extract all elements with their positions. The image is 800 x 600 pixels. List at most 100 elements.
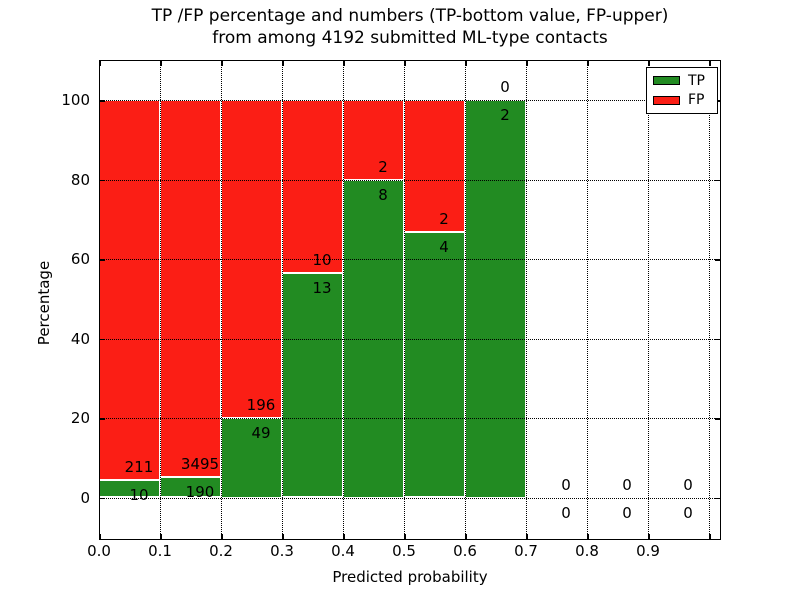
x-tick-label: 0.3	[270, 542, 294, 560]
annotation-fp-count: 3495	[180, 454, 220, 473]
annotation-tp-count: 0	[561, 503, 571, 522]
annotation-fp-count: 0	[683, 475, 693, 494]
y-tick-left	[100, 497, 105, 499]
chart-title: TP /FP percentage and numbers (TP-bottom…	[99, 5, 721, 49]
x-tick-bottom	[465, 534, 467, 539]
annotation-tp-count: 2	[500, 106, 510, 124]
y-tick-left	[100, 100, 105, 102]
y-tick-label: 100	[61, 91, 90, 109]
y-tick-right	[715, 497, 720, 499]
x-tick-top	[160, 61, 162, 66]
annotation-tp-count: 4	[439, 238, 449, 257]
y-tick-right	[715, 418, 720, 420]
x-tick-top	[221, 61, 223, 66]
grid-line-vertical	[526, 60, 527, 540]
grid-line-horizontal	[99, 259, 721, 260]
x-tick-top	[282, 61, 284, 66]
grid-line-horizontal	[99, 338, 721, 340]
x-tick-label: 0.4	[331, 542, 355, 560]
y-axis-label: Percentage	[35, 260, 53, 346]
annotation-fp-count: 196	[246, 396, 276, 414]
x-tick-top	[709, 61, 711, 66]
chart-title-line1: TP /FP percentage and numbers (TP-bottom…	[151, 6, 669, 26]
y-tick-left	[100, 259, 105, 261]
y-tick-label: 80	[70, 170, 90, 189]
legend-swatch-fp	[653, 95, 680, 105]
bar-segment-tp	[282, 272, 343, 498]
y-tick-right	[715, 179, 720, 181]
plot-area: 211 10 3495 190 196 49 10 13 2 8 2 4 0 2 0 0 0 0 0 0	[99, 60, 721, 540]
grid-line-vertical	[221, 60, 222, 540]
grid-line-vertical	[648, 60, 649, 540]
x-tick-label: 0.9	[636, 542, 660, 560]
legend-entry-tp: TP	[653, 74, 717, 88]
grid-line-vertical	[587, 60, 588, 540]
bar-segment-fp	[282, 100, 343, 273]
x-tick-label: 0.5	[392, 542, 416, 560]
chart-title-line2: from among 4192 submitted ML-type contac…	[212, 28, 608, 48]
annotation-fp-count: 0	[622, 475, 632, 494]
bar-segment-tp	[404, 232, 465, 498]
annotation-fp-count: 0	[561, 475, 571, 494]
bar-segment-fp	[99, 100, 160, 480]
x-tick-label: 0.7	[514, 542, 538, 560]
grid-line-vertical	[404, 60, 405, 540]
annotation-fp-count: 10	[312, 250, 332, 269]
y-tick-label: 20	[70, 409, 90, 427]
annotation-tp-count: 10	[129, 485, 149, 504]
x-tick-label: 0.2	[209, 542, 233, 560]
x-tick-top	[587, 61, 589, 66]
y-tick-right	[715, 259, 720, 261]
bar-segment-tp	[465, 100, 526, 498]
x-tick-bottom	[160, 534, 162, 539]
grid-line-vertical	[282, 60, 283, 540]
annotation-fp-count: 211	[124, 457, 154, 476]
x-tick-bottom	[587, 534, 589, 539]
grid-line-vertical	[343, 60, 344, 540]
legend-swatch-tp	[653, 76, 680, 86]
x-tick-top	[404, 61, 406, 66]
legend-label-fp: FP	[688, 92, 705, 109]
y-tick-left	[100, 418, 105, 420]
x-tick-bottom	[709, 534, 711, 539]
legend: TP FP	[646, 67, 718, 114]
y-tick-label: 60	[70, 250, 90, 268]
x-tick-label: 0.8	[575, 542, 599, 560]
x-tick-bottom	[526, 534, 528, 539]
y-tick-label: 40	[70, 329, 90, 348]
annotation-tp-count: 190	[185, 482, 215, 501]
annotation-tp-count: 0	[683, 503, 693, 522]
x-tick-top	[648, 61, 650, 66]
legend-entry-fp: FP	[653, 93, 717, 107]
bar-segment-fp	[343, 100, 404, 180]
y-tick-right	[715, 338, 720, 340]
x-tick-label: 0.0	[87, 542, 111, 560]
y-tick-left	[100, 179, 105, 181]
grid-line-vertical	[709, 60, 710, 540]
x-tick-label: 0.1	[148, 542, 172, 560]
legend-label-tp: TP	[688, 72, 705, 89]
x-tick-top	[99, 61, 101, 66]
x-tick-bottom	[221, 534, 223, 539]
x-tick-top	[465, 61, 467, 66]
annotation-tp-count: 13	[312, 278, 332, 297]
annotation-fp-count: 0	[500, 78, 510, 96]
x-tick-bottom	[404, 534, 406, 539]
bar-segment-fp	[160, 100, 221, 477]
annotation-fp-count: 2	[439, 210, 449, 229]
x-tick-top	[343, 61, 345, 66]
annotation-tp-count: 0	[622, 503, 632, 522]
grid-line-horizontal	[99, 179, 721, 181]
y-tick-left	[100, 338, 105, 340]
x-axis-label: Predicted probability	[332, 568, 488, 586]
x-tick-bottom	[648, 534, 650, 539]
grid-line-vertical	[465, 60, 466, 540]
annotation-tp-count: 49	[251, 424, 271, 442]
x-tick-bottom	[99, 534, 101, 539]
grid-line-vertical	[160, 60, 161, 540]
x-tick-bottom	[282, 534, 284, 539]
annotation-fp-count: 2	[378, 157, 388, 176]
grid-line-horizontal	[99, 100, 721, 101]
y-tick-label: 0	[80, 488, 90, 507]
